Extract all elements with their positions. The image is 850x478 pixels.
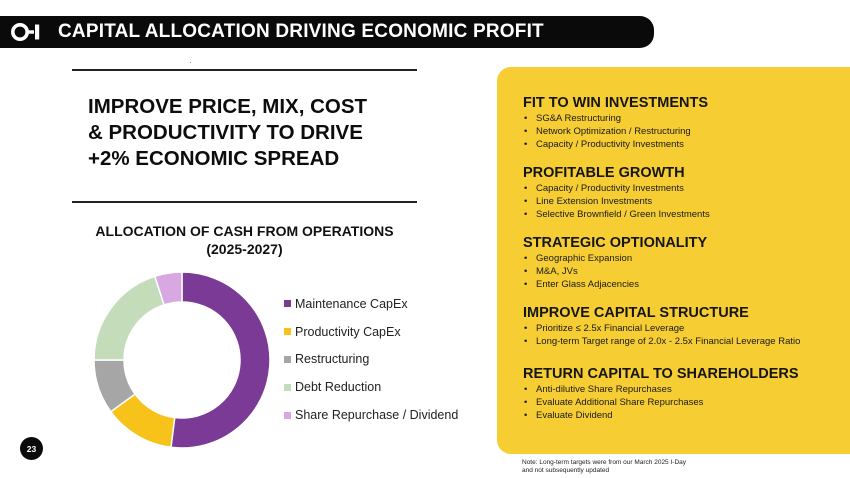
section-title: PROFITABLE GROWTH xyxy=(523,165,685,181)
bullet-item: Prioritize ≤ 2.5x Financial Leverage xyxy=(523,322,800,335)
panel-section: RETURN CAPITAL TO SHAREHOLDERSAnti-dilut… xyxy=(523,366,799,422)
bullet-item: Evaluate Dividend xyxy=(523,409,799,422)
bullet-list: Anti-dilutive Share RepurchasesEvaluate … xyxy=(523,383,799,422)
legend-item: Maintenance CapEx xyxy=(284,290,458,318)
bullet-item: Capacity / Productivity Investments xyxy=(523,182,710,195)
legend-label: Debt Reduction xyxy=(295,380,382,395)
donut-slice-share-repurchase-dividend xyxy=(153,271,183,306)
section-title: RETURN CAPITAL TO SHAREHOLDERS xyxy=(523,366,799,382)
bullet-item: Anti-dilutive Share Repurchases xyxy=(523,383,799,396)
chart-subtitle: (2025-2027) xyxy=(206,241,283,257)
page-number-badge: 23 xyxy=(20,437,43,460)
legend-item: Debt Reduction xyxy=(284,373,458,401)
strategy-panel: FIT TO WIN INVESTMENTSSG&A Restructuring… xyxy=(497,67,850,454)
legend-item: Share Repurchase / Dividend xyxy=(284,401,458,429)
divider-bottom xyxy=(72,201,417,203)
section-title: STRATEGIC OPTIONALITY xyxy=(523,235,708,251)
legend-item: Restructuring xyxy=(284,346,458,374)
donut-slice-debt-reduction xyxy=(93,275,166,361)
bullet-list: SG&A RestructuringNetwork Optimization /… xyxy=(523,112,708,151)
section-title: FIT TO WIN INVESTMENTS xyxy=(523,95,709,111)
bullet-item: M&A, JVs xyxy=(523,265,707,278)
bullet-item: Geographic Expansion xyxy=(523,252,707,265)
bullet-item: Capacity / Productivity Investments xyxy=(523,138,708,151)
bullet-item: Selective Brownfield / Green Investments xyxy=(523,208,710,221)
section-title: IMPROVE CAPITAL STRUCTURE xyxy=(523,305,749,321)
panel-section: PROFITABLE GROWTHCapacity / Productivity… xyxy=(523,165,710,221)
bullet-item: Line Extension Investments xyxy=(523,195,710,208)
panel-section: STRATEGIC OPTIONALITYGeographic Expansio… xyxy=(523,235,707,291)
panel-section: FIT TO WIN INVESTMENTSSG&A Restructuring… xyxy=(523,95,708,151)
legend-swatch xyxy=(284,355,291,363)
legend-label: Restructuring xyxy=(295,352,370,367)
chart-title: ALLOCATION OF CASH FROM OPERATIONS (2025… xyxy=(72,222,417,258)
decorative-dot xyxy=(190,62,191,63)
headline-line: +2% ECONOMIC SPREAD xyxy=(88,147,340,170)
header-bar: CAPITAL ALLOCATION DRIVING ECONOMIC PROF… xyxy=(0,16,654,48)
donut-slice-maintenance-capex xyxy=(170,271,271,449)
o-i-logo-icon xyxy=(11,23,40,41)
legend-label: Productivity CapEx xyxy=(295,324,401,339)
chart-title-text: ALLOCATION OF CASH FROM OPERATIONS xyxy=(95,223,394,239)
bullet-item: Long-term Target range of 2.0x - 2.5x Fi… xyxy=(523,335,800,348)
legend-swatch xyxy=(284,300,291,308)
legend-swatch xyxy=(284,383,291,391)
bullet-item: Enter Glass Adjacencies xyxy=(523,278,707,291)
footnote: Note: Long-term targets were from our Ma… xyxy=(522,459,686,475)
bullet-list: Capacity / Productivity InvestmentsLine … xyxy=(523,182,710,221)
bullet-item: Evaluate Additional Share Repurchases xyxy=(523,396,799,409)
page-title: CAPITAL ALLOCATION DRIVING ECONOMIC PROF… xyxy=(58,21,544,42)
footnote-line: Note: Long-term targets were from our Ma… xyxy=(522,459,687,466)
legend-swatch xyxy=(284,328,291,336)
panel-section: IMPROVE CAPITAL STRUCTUREPrioritize ≤ 2.… xyxy=(523,305,800,348)
bullet-item: Network Optimization / Restructuring xyxy=(523,125,708,138)
headline: IMPROVE PRICE, MIX, COST & PRODUCTIVITY … xyxy=(88,94,418,172)
headline-line: IMPROVE PRICE, MIX, COST xyxy=(88,95,368,118)
divider-top xyxy=(72,69,417,71)
legend-swatch xyxy=(284,411,291,419)
bullet-list: Geographic ExpansionM&A, JVsEnter Glass … xyxy=(523,252,707,291)
headline-line: & PRODUCTIVITY TO DRIVE xyxy=(88,121,363,144)
legend-label: Maintenance CapEx xyxy=(295,296,408,311)
chart-legend: Maintenance CapEx Productivity CapEx Restr… xyxy=(284,290,458,429)
donut-chart xyxy=(93,271,271,449)
bullet-list: Prioritize ≤ 2.5x Financial LeverageLong… xyxy=(523,322,800,348)
bullet-item: SG&A Restructuring xyxy=(523,112,708,125)
legend-label: Share Repurchase / Dividend xyxy=(295,408,459,423)
footnote-line: and not subsequently updated xyxy=(522,467,610,474)
legend-item: Productivity CapEx xyxy=(284,318,458,346)
